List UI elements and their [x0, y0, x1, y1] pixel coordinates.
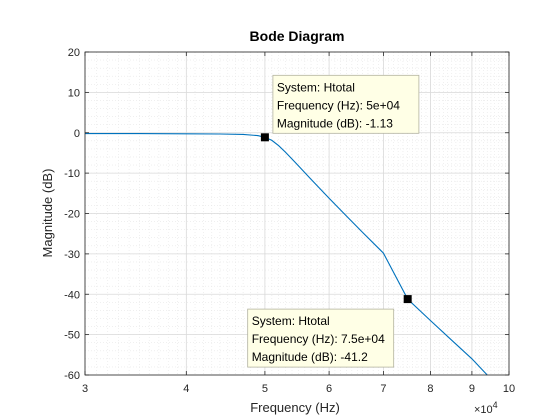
x-exponent-power: 4	[493, 400, 498, 410]
y-tick-label: -40	[64, 289, 80, 301]
datatip-box	[272, 74, 420, 134]
y-tick-label: -60	[64, 370, 80, 382]
y-tick-labels: 20 10 0 -10 -20 -30 -40 -50 -60	[64, 47, 80, 382]
magnitude-line	[85, 133, 488, 376]
datatip-marker	[403, 295, 412, 304]
x-axis-label: Frequency (Hz)	[250, 400, 340, 415]
series-layer	[85, 133, 488, 376]
x-tick-label: 4	[183, 383, 189, 395]
datatip-box	[247, 308, 395, 368]
datatip-marker	[260, 133, 269, 142]
y-axis-label: Magnitude (dB)	[40, 169, 55, 258]
datatip-text: System: Htotal	[252, 314, 330, 328]
y-tick-label: 20	[68, 47, 80, 59]
datatip: System: Htotal Frequency (Hz): 7.5e+04 Mag…	[247, 295, 412, 368]
axis-ticks	[84, 51, 510, 376]
datatip-text: Frequency (Hz): 7.5e+04	[252, 332, 385, 346]
x-exponent-label: ×104	[474, 400, 498, 416]
x-tick-labels: 3 4 5 6 7 8 9 10	[82, 383, 515, 395]
y-tick-label: -30	[64, 249, 80, 261]
x-tick-label: 8	[427, 383, 433, 395]
x-tick-label: 5	[262, 383, 268, 395]
x-tick-label: 9	[469, 383, 475, 395]
chart-title: Bode Diagram	[250, 28, 345, 44]
datatip: System: Htotal Frequency (Hz): 5e+04 Magni…	[260, 74, 420, 142]
x-tick-label: 7	[380, 383, 386, 395]
datatip-text: Magnitude (dB): -41.2	[252, 350, 368, 364]
datatip-text: System: Htotal	[277, 80, 355, 94]
y-tick-label: 10	[68, 87, 80, 99]
x-exponent-base: ×10	[474, 404, 493, 416]
datatip-layer: System: Htotal Frequency (Hz): 5e+04 Magni…	[247, 74, 420, 368]
x-tick-label: 3	[82, 383, 88, 395]
datatip-text: Magnitude (dB): -1.13	[277, 116, 393, 130]
x-tick-label: 10	[503, 383, 515, 395]
y-tick-label: -50	[64, 330, 80, 342]
x-tick-label: 6	[326, 383, 332, 395]
y-tick-label: -10	[64, 168, 80, 180]
y-tick-label: -20	[64, 209, 80, 221]
y-tick-label: 0	[74, 128, 80, 140]
datatip-text: Frequency (Hz): 5e+04	[277, 98, 400, 112]
